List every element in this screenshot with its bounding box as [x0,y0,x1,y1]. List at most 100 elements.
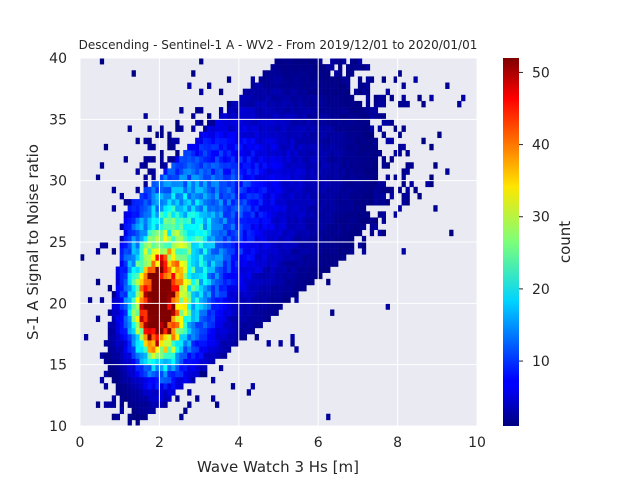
heatmap-cell [199,358,204,365]
heatmap-cell [211,229,216,237]
heatmap-cell [242,199,248,206]
heatmap-cell [111,205,117,212]
heatmap-cell [274,192,279,200]
heatmap-cell [262,186,267,194]
heatmap-cell [318,168,323,175]
heatmap-cell [353,162,359,169]
heatmap-cell [103,370,109,378]
heatmap-cell [234,272,240,280]
heatmap-cell [342,223,347,231]
heatmap-cell [175,315,180,323]
heatmap-cell [234,315,240,323]
heatmap-cell [322,168,327,175]
heatmap-cell [214,303,220,310]
heatmap-cell [222,168,228,175]
heatmap-cell [365,168,371,175]
heatmap-cell [155,211,160,218]
heatmap-cell [175,260,180,267]
heatmap-cell [393,150,398,157]
heatmap-cell [123,321,128,329]
heatmap-cell [119,235,124,243]
heatmap-cell [278,64,283,71]
heatmap-cell [151,340,156,347]
heatmap-cell [214,174,220,181]
heatmap-cell [175,217,180,224]
heatmap-cell [163,254,168,261]
heatmap-cell [258,242,263,249]
heatmap-cell [282,156,287,163]
heatmap-cell [294,199,299,206]
heatmap-cell [238,266,244,273]
heatmap-cell [163,297,168,304]
heatmap-cell [425,180,430,188]
heatmap-cell [234,266,240,273]
heatmap-cell [330,143,335,151]
heatmap-cell [214,186,220,194]
heatmap-cell [417,94,422,102]
heatmap-cell [254,235,259,243]
heatmap-cell [214,143,220,151]
heatmap-cell [214,119,220,126]
heatmap-cell [258,248,263,255]
heatmap-cell [318,100,323,108]
heatmap-cell [298,150,303,157]
heatmap-cell [258,137,263,145]
heatmap-cell [167,309,172,316]
heatmap-cell [357,205,363,212]
heatmap-cell [318,107,323,114]
heatmap-cell [369,137,375,145]
heatmap-cell [282,192,287,200]
heatmap-cell [250,162,255,169]
heatmap-cell [171,315,176,323]
heatmap-cell [230,266,236,273]
heatmap-cell [115,309,120,316]
heatmap-cell [250,254,255,261]
heatmap-cell [203,156,208,163]
heatmap-cell [326,125,331,132]
heatmap-cell [147,327,152,335]
heatmap-cell [191,376,196,384]
heatmap-cell [405,192,410,200]
heatmap-cell [147,254,152,261]
heatmap-cell [270,94,275,102]
heatmap-cell [159,205,164,212]
heatmap-cell [119,383,124,390]
heatmap-cell [345,131,351,139]
heatmap-cell [183,407,188,415]
heatmap-cell [211,186,216,194]
heatmap-cell [155,248,160,255]
heatmap-cell [294,58,299,65]
heatmap-cell [211,205,216,212]
heatmap-cell [211,376,216,384]
heatmap-cell [365,211,371,218]
heatmap-cell [357,242,363,249]
heatmap-cell [238,235,244,243]
heatmap-cell [290,248,295,255]
heatmap-cell [123,315,128,323]
heatmap-cell [214,217,220,224]
heatmap-cell [342,113,347,120]
heatmap-cell [338,76,343,83]
heatmap-cell [345,94,351,102]
heatmap-cell [318,88,323,96]
heatmap-cell [211,242,216,249]
heatmap-cell [274,180,279,188]
heatmap-cell [318,113,323,120]
heatmap-cell [230,113,236,120]
heatmap-cell [369,217,375,224]
heatmap-cell [222,260,228,267]
heatmap-cell [349,180,355,188]
heatmap-cell [115,297,120,304]
heatmap-cell [282,76,287,83]
heatmap-cell [211,291,216,298]
heatmap-cell [163,260,168,267]
heatmap-cell [151,321,156,329]
heatmap-cell [211,278,216,286]
heatmap-cell [298,125,303,132]
heatmap-cell [139,352,144,359]
heatmap-cell [266,180,271,188]
heatmap-cell [246,321,252,329]
heatmap-cell [298,217,303,224]
heatmap-cell [250,217,255,224]
heatmap-cell [270,291,275,298]
